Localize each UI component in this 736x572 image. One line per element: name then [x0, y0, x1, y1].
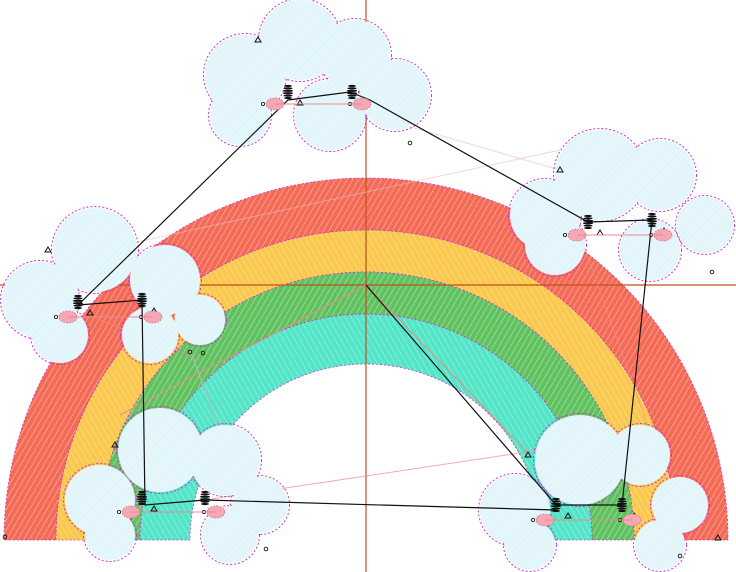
cloud-faces [54, 84, 673, 527]
cloud-face-right-upper [563, 212, 673, 242]
cloud-face-top [260, 84, 372, 111]
cloud-right-bottom [478, 413, 710, 572]
cloud-face-left-middle [54, 292, 163, 324]
cloud-face-right-bottom [531, 497, 642, 527]
stop-marker [263, 546, 269, 552]
stop-marker [187, 349, 193, 355]
stop-marker [709, 269, 715, 275]
cloud-face-left-bottom [117, 490, 226, 519]
start-marker [44, 246, 52, 253]
cloud-left-middle-eye-left [72, 294, 94, 316]
cloud-right-bottom-eye-left [550, 497, 572, 519]
cloud-right-upper-eye-right [646, 212, 668, 234]
cloud-left-bottom-eye-left [136, 490, 158, 512]
start-marker [254, 36, 262, 43]
stop-marker [407, 140, 413, 146]
start-marker [524, 451, 532, 458]
cloud-top [203, 0, 432, 152]
rainbow-band-aqua-stitch [140, 314, 592, 540]
cloud-top-eye-left [282, 84, 304, 106]
stop-marker [2, 534, 8, 540]
cloud-right-upper [508, 128, 735, 282]
start-marker [111, 441, 119, 448]
start-marker [556, 166, 564, 173]
start-marker [714, 534, 722, 541]
travel-path [76, 91, 653, 511]
cloud-left-bottom [63, 406, 290, 565]
stitch-markers [2, 36, 722, 559]
rainbow-band-green-stitch [98, 272, 634, 540]
cloud-left-middle-eye-right [136, 292, 158, 314]
stop-marker [677, 553, 683, 559]
stop-marker [200, 350, 206, 356]
